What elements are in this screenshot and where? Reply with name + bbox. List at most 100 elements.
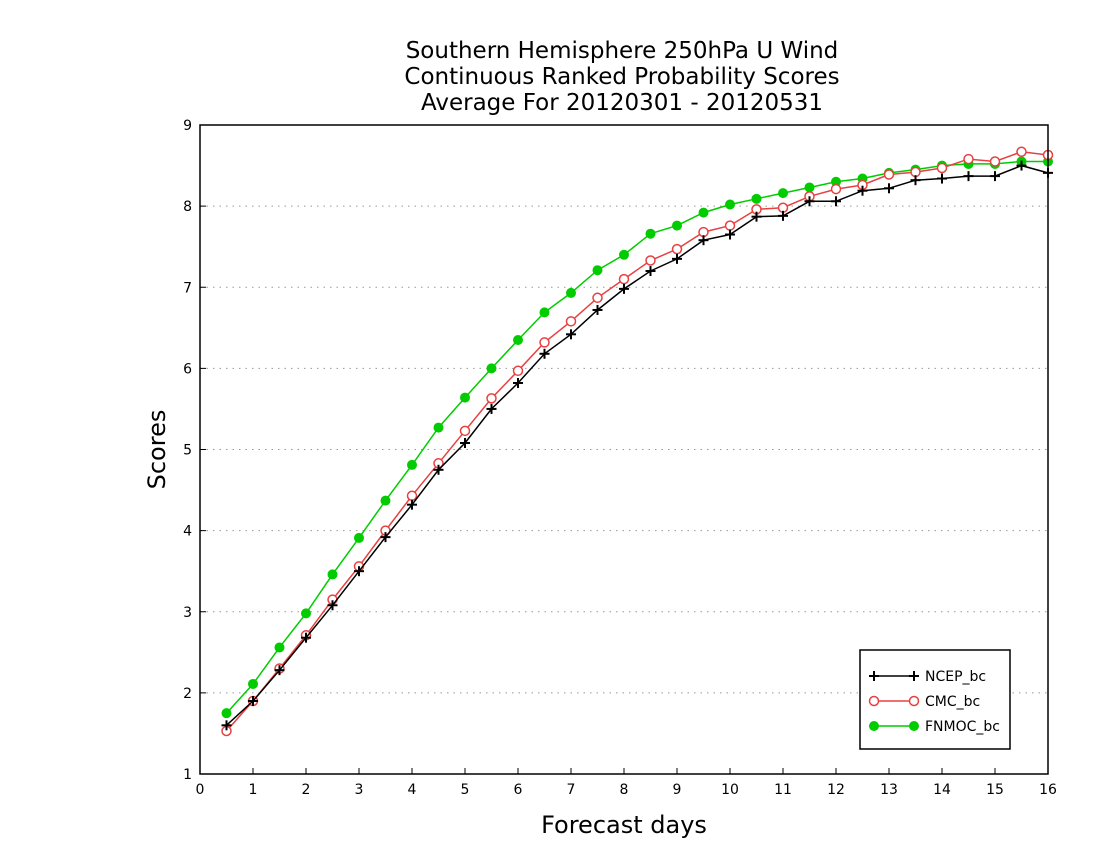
y-tick-label-1: 1 [183, 767, 192, 783]
legend-entry-CMC_bc: CMC_bc [868, 694, 980, 710]
point-NCEP_bc-16 [645, 266, 656, 277]
point-FNMOC_bc-9 [460, 392, 470, 403]
x-axis-label: Forecast days [541, 811, 707, 839]
chart-title-line-2: Continuous Ranked Probability Scores [404, 64, 839, 90]
point-CMC_bc-15 [618, 273, 630, 285]
point-CMC_bc-29 [989, 156, 1001, 167]
x-tick-label-10: 10 [721, 782, 739, 798]
legend-label-CMC_bc: CMC_bc [925, 694, 980, 710]
point-CMC_bc-9 [459, 425, 471, 437]
x-tick-label-1: 1 [249, 782, 258, 798]
point-FNMOC_bc-19 [725, 199, 735, 210]
x-tick-label-8: 8 [620, 782, 629, 798]
y-tick-label-2: 2 [183, 686, 192, 702]
x-tick-label-4: 4 [408, 782, 417, 798]
point-FNMOC_bc-14 [592, 265, 603, 276]
point-FNMOC_bc-20 [751, 193, 762, 204]
chart-title-line-3: Average For 20120301 - 20120531 [421, 90, 823, 116]
point-NCEP_bc-11 [513, 377, 523, 388]
point-FNMOC_bc-7 [407, 459, 417, 470]
x-tick-label-0: 0 [196, 782, 205, 798]
point-NCEP_bc-5 [354, 566, 364, 577]
point-NCEP_bc-22 [804, 196, 815, 207]
x-tick-label-13: 13 [880, 782, 898, 798]
x-tick-label-7: 7 [567, 782, 576, 798]
point-CMC_bc-23 [830, 183, 842, 195]
point-NCEP_bc-4 [327, 600, 338, 611]
point-NCEP_bc-9 [460, 438, 470, 449]
point-NCEP_bc-0 [221, 720, 232, 731]
x-tick-label-5: 5 [461, 782, 470, 798]
x-tick-label-16: 16 [1039, 782, 1057, 798]
y-tick-label-5: 5 [183, 443, 192, 459]
point-NCEP_bc-29 [990, 171, 1000, 182]
point-CMC_bc-10 [486, 393, 497, 404]
point-FNMOC_bc-12 [539, 307, 550, 318]
x-tick-label-15: 15 [986, 782, 1004, 798]
point-NCEP_bc-17 [672, 253, 682, 264]
point-FNMOC_bc-16 [645, 228, 656, 239]
point-NCEP_bc-8 [433, 464, 444, 475]
point-NCEP_bc-18 [698, 235, 709, 246]
series-line-NCEP_bc [225, 164, 1049, 726]
x-tick-label-9: 9 [673, 782, 682, 798]
point-FNMOC_bc-17 [672, 220, 682, 231]
point-NCEP_bc-13 [566, 329, 576, 340]
legend-marker-left [869, 671, 879, 681]
point-FNMOC_bc-15 [619, 249, 629, 260]
y-tick-label-8: 8 [183, 199, 192, 215]
point-NCEP_bc-23 [831, 196, 841, 207]
point-CMC_bc-19 [724, 220, 736, 231]
point-NCEP_bc-12 [539, 348, 550, 359]
point-NCEP_bc-25 [884, 183, 894, 194]
point-CMC_bc-17 [671, 243, 683, 255]
point-NCEP_bc-20 [751, 211, 762, 222]
point-NCEP_bc-1 [248, 695, 258, 706]
x-tick-label-12: 12 [827, 782, 845, 798]
point-FNMOC_bc-1 [248, 678, 258, 689]
point-NCEP_bc-28 [963, 171, 974, 182]
legend-marker-right [909, 671, 919, 681]
legend-entry-NCEP_bc: NCEP_bc [869, 669, 986, 685]
point-NCEP_bc-27 [937, 173, 947, 184]
point-NCEP_bc-30 [1016, 160, 1027, 171]
point-FNMOC_bc-6 [380, 495, 391, 506]
legend-marker-left [869, 721, 879, 731]
point-CMC_bc-11 [512, 365, 524, 377]
point-FNMOC_bc-5 [354, 532, 364, 543]
legend-label-FNMOC_bc: FNMOC_bc [925, 719, 1000, 735]
series-line-FNMOC_bc [225, 160, 1048, 714]
y-tick-label-3: 3 [183, 605, 192, 621]
x-tick-label-3: 3 [355, 782, 364, 798]
legend-marker-left [868, 695, 880, 707]
x-tick-label-2: 2 [302, 782, 311, 798]
point-NCEP_bc-10 [486, 403, 497, 414]
y-tick-label-9: 9 [183, 118, 192, 134]
series-layer [221, 146, 1054, 737]
point-NCEP_bc-26 [910, 175, 921, 186]
x-tick-label-14: 14 [933, 782, 951, 798]
y-tick-label-7: 7 [183, 280, 192, 296]
chart-title: Southern Hemisphere 250hPa U WindContinu… [404, 38, 839, 116]
legend-label-NCEP_bc: NCEP_bc [925, 669, 986, 685]
point-FNMOC_bc-22 [804, 182, 815, 193]
point-NCEP_bc-3 [301, 632, 311, 643]
y-axis-label: Scores [143, 410, 171, 490]
y-tick-label-6: 6 [183, 361, 192, 377]
point-CMC_bc-27 [936, 162, 948, 174]
point-CMC_bc-7 [406, 490, 418, 501]
legend-box [859, 649, 1011, 750]
point-CMC_bc-14 [592, 292, 603, 304]
point-NCEP_bc-2 [274, 665, 285, 676]
series-line-CMC_bc [225, 151, 1049, 732]
point-NCEP_bc-19 [725, 229, 735, 240]
point-FNMOC_bc-3 [301, 608, 311, 619]
series-FNMOC_bc [221, 156, 1053, 719]
point-FNMOC_bc-0 [221, 708, 232, 719]
point-NCEP_bc-7 [407, 499, 417, 510]
point-FNMOC_bc-21 [778, 188, 788, 199]
legend-entry-FNMOC_bc: FNMOC_bc [869, 719, 1000, 735]
point-FNMOC_bc-18 [698, 207, 709, 218]
